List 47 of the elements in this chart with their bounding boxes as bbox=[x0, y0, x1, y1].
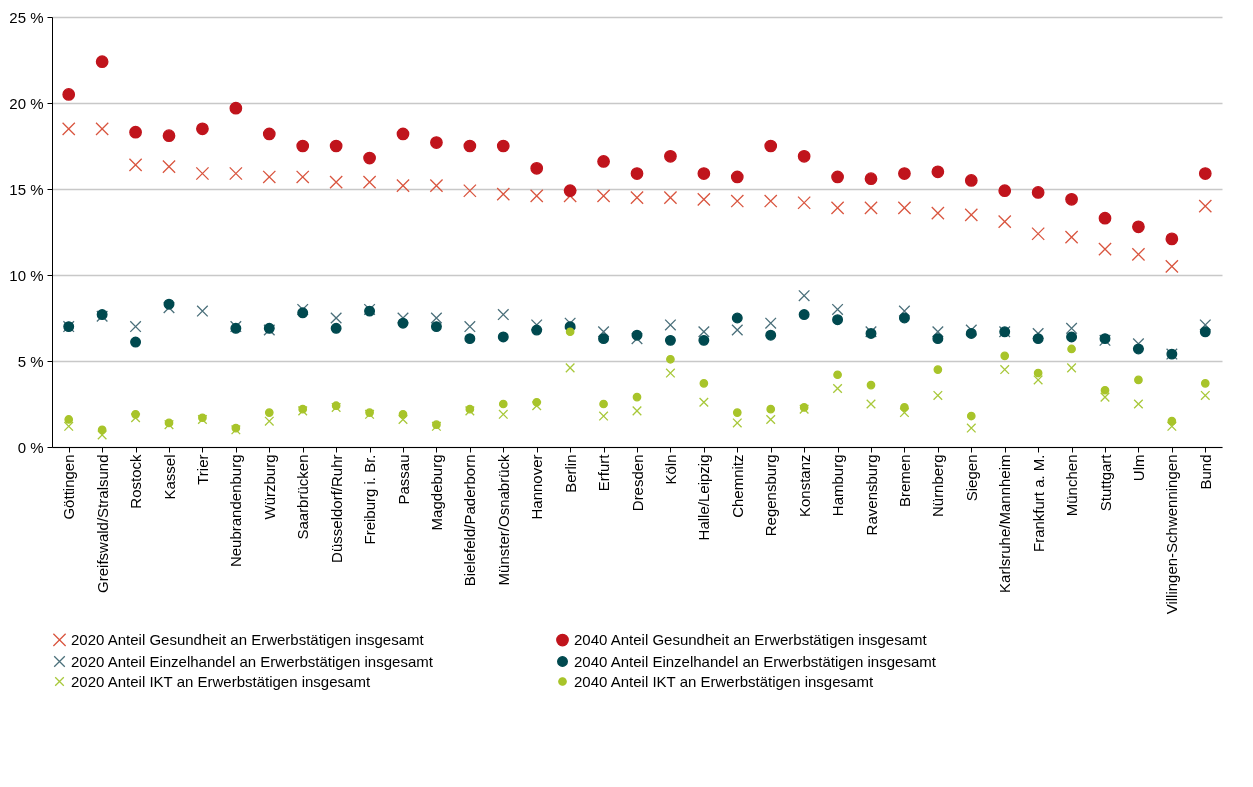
legend-label: 2020 Anteil Einzelhandel an Erwerbstätigen insgesamt bbox=[71, 652, 434, 670]
x-tick-label: Bremen bbox=[895, 454, 913, 508]
x-tick-label: Stuttgart bbox=[1096, 453, 1114, 512]
y-tick-label: 0 % bbox=[17, 438, 44, 456]
legend-label: 2020 Anteil Gesundheit an Erwerbstätigen insgesamt bbox=[71, 630, 425, 648]
x-tick-label: Bund bbox=[1196, 454, 1214, 490]
x-tick-label: Düsseldorf/Ruhr bbox=[327, 454, 345, 563]
x-tick-label: Berlin bbox=[561, 454, 579, 493]
x-tick-label: Bielefeld/Paderborn bbox=[461, 454, 479, 587]
legend-label: 2040 Anteil IKT an Erwerbstätigen insgesamt bbox=[574, 672, 874, 690]
x-tick-label: Erfurt bbox=[595, 453, 613, 492]
y-tick-label: 20 % bbox=[9, 94, 44, 112]
x-tick-label: Magdeburg bbox=[427, 454, 445, 531]
x-tick-label: Münster/Osnabrück bbox=[494, 454, 512, 586]
x-tick-label: Saarbrücken bbox=[294, 454, 312, 540]
legend-label: 2020 Anteil IKT an Erwerbstätigen insgesamt bbox=[71, 672, 371, 690]
x-tick-label: Konstanz bbox=[795, 454, 813, 518]
x-tick-label: Freiburg i. Br. bbox=[361, 454, 379, 545]
x-tick-label: Göttingen bbox=[60, 454, 78, 520]
x-tick-label: Nürnberg bbox=[929, 454, 947, 518]
y-tick-label: 15 % bbox=[9, 180, 44, 198]
y-tick-label: 25 % bbox=[9, 8, 44, 26]
x-tick-label: Hamburg bbox=[829, 454, 847, 517]
x-tick-label: Villingen-Schwenningen bbox=[1163, 454, 1181, 615]
x-tick-label: München bbox=[1063, 454, 1081, 517]
y-tick-label: 5 % bbox=[17, 352, 44, 370]
x-tick-label: Karlsruhe/Mannheim bbox=[996, 454, 1014, 593]
x-tick-label: Halle/Leipzig bbox=[695, 454, 713, 541]
x-tick-label: Rostock bbox=[127, 454, 145, 509]
x-tick-label: Passau bbox=[394, 454, 412, 505]
x-tick-label: Köln bbox=[661, 454, 679, 485]
legend-label: 2040 Anteil Gesundheit an Erwerbstätigen insgesamt bbox=[574, 631, 928, 649]
y-tick-label: 10 % bbox=[9, 266, 44, 284]
x-tick-label: Neubrandenburg bbox=[227, 454, 245, 568]
x-tick-label: Ravensburg bbox=[862, 454, 880, 536]
x-tick-label: Frankfurt a. M. bbox=[1029, 454, 1047, 553]
x-tick-label: Siegen bbox=[962, 454, 980, 502]
x-tick-label: Trier bbox=[193, 454, 211, 485]
x-tick-label: Greifswald/Stralsund bbox=[93, 454, 111, 593]
x-tick-label: Chemnitz bbox=[728, 454, 746, 518]
legend-label: 2040 Anteil Einzelhandel an Erwerbstätigen insgesamt bbox=[574, 652, 937, 670]
x-tick-label: Kassel bbox=[160, 454, 178, 500]
x-tick-label: Regensburg bbox=[762, 454, 780, 537]
x-tick-label: Dresden bbox=[628, 454, 646, 512]
x-tick-label: Hannover bbox=[528, 454, 546, 520]
x-tick-label: Ulm bbox=[1129, 454, 1147, 482]
x-tick-label: Würzburg bbox=[260, 454, 278, 520]
